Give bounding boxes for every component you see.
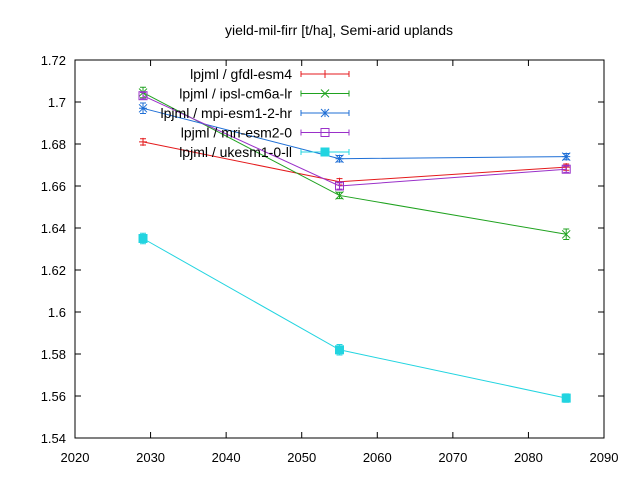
- data-point: [561, 152, 571, 161]
- series-group: [138, 91, 571, 191]
- legend-line-caps: [300, 149, 350, 155]
- legend-marker: [320, 89, 330, 98]
- y-tick-label: 1.54: [41, 431, 66, 446]
- legend-marker: [320, 147, 330, 157]
- data-point: [335, 154, 344, 164]
- legend-line-caps: [300, 129, 350, 136]
- legend-marker: [320, 128, 330, 137]
- data-point: [138, 91, 148, 101]
- plot-series: [138, 86, 571, 403]
- legend-marker: [320, 108, 330, 118]
- data-point: [561, 393, 571, 403]
- y-tick-label: 1.6: [48, 305, 66, 320]
- series-group: [138, 102, 571, 164]
- error-bar: [140, 92, 147, 100]
- x-tick-label: 2020: [61, 450, 90, 465]
- y-tick-label: 1.58: [41, 347, 66, 362]
- y-tick-label: 1.68: [41, 137, 66, 152]
- legend: lpjml / gfdl-esm4 lpjml / ipsl-cm6a-lr lpj…: [161, 66, 350, 160]
- data-point: [335, 191, 344, 200]
- error-bar: [563, 165, 570, 173]
- plot-frame: [74, 59, 605, 439]
- legend-label: lpjml / ipsl-cm6a-lr: [179, 86, 292, 102]
- chart-title: yield-mil-firr [t/ha], Semi-arid uplands: [225, 22, 453, 38]
- legend-label: lpjml / mri-esm2-0: [181, 125, 292, 141]
- y-tick-label: 1.62: [41, 263, 66, 278]
- legend-marker: [321, 70, 329, 78]
- x-tick-label: 2080: [514, 450, 543, 465]
- series-group: [138, 232, 571, 403]
- x-tick-label: 2050: [287, 450, 316, 465]
- x-tick-label: 2030: [136, 450, 165, 465]
- legend-line-caps: [300, 71, 350, 77]
- y-tick-label: 1.72: [41, 53, 66, 68]
- y-tick-label: 1.66: [41, 179, 66, 194]
- y-tick-label: 1.64: [41, 221, 66, 236]
- x-tick-label: 2040: [212, 450, 241, 465]
- data-point: [138, 103, 148, 113]
- y-tick-label: 1.56: [41, 389, 66, 404]
- axes: 1.54 1.56 1.58 1.6 1.62 1.64 1.66 1.68 1.7 1.72 20…: [41, 53, 619, 465]
- legend-line-caps: [300, 90, 350, 97]
- legend-line-caps: [300, 110, 350, 116]
- data-point: [138, 234, 148, 243]
- legend-label: lpjml / gfdl-esm4: [190, 66, 292, 82]
- legend-label: lpjml / mpi-esm1-2-hr: [161, 105, 293, 121]
- data-point: [561, 229, 571, 239]
- series-line: [142, 238, 567, 399]
- data-point: [335, 181, 344, 191]
- legend-label: lpjml / ukesm1-0-ll: [179, 144, 292, 160]
- x-tick-label: 2070: [438, 450, 467, 465]
- x-tick-label: 2090: [590, 450, 619, 465]
- error-bar: [336, 182, 343, 190]
- x-tick-label: 2060: [363, 450, 392, 465]
- y-tick-label: 1.7: [48, 95, 66, 110]
- data-point: [561, 164, 571, 174]
- data-point: [139, 137, 148, 146]
- data-point: [335, 345, 344, 355]
